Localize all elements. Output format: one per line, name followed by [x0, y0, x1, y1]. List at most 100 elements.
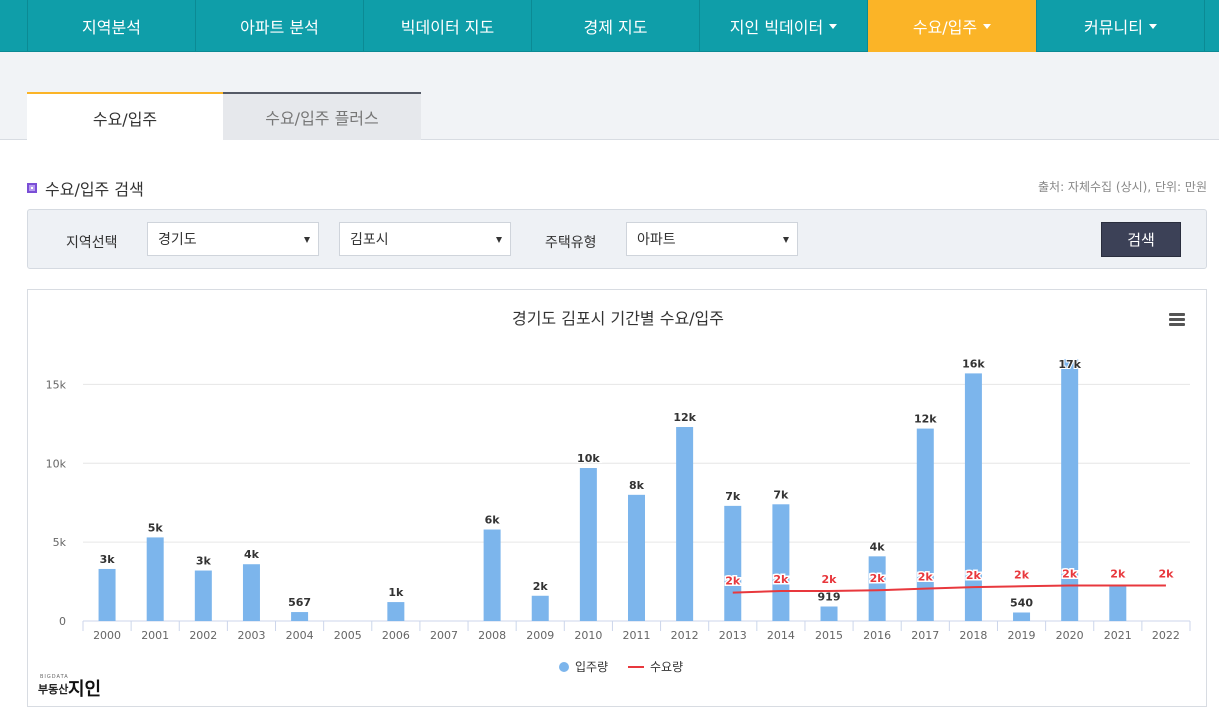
logo-main-text: 부동산: [38, 683, 69, 696]
x-tick-label: 2001: [141, 629, 169, 642]
nav-item-apartment-analysis[interactable]: 아파트 분석: [196, 0, 364, 52]
chart-title: 경기도 김포시 기간별 수요/입주: [511, 309, 724, 328]
line-data-label: 2k: [918, 571, 934, 584]
tab-demand-supply-plus[interactable]: 수요/입주 플러스: [223, 92, 421, 140]
city-select[interactable]: 김포시: [339, 222, 511, 256]
x-tick-label: 2010: [574, 629, 602, 642]
nav-item-demand-supply[interactable]: 수요/입주: [868, 0, 1037, 52]
nav-item-bigdata-map[interactable]: 빅데이터 지도: [364, 0, 532, 52]
line-data-label: 2k: [1014, 568, 1030, 581]
bar: [579, 468, 597, 621]
bar-data-label: 12k: [914, 413, 937, 426]
bar-data-label: 3k: [196, 555, 212, 568]
bar-data-label: 5k: [148, 521, 164, 534]
bar-data-label: 6k: [485, 514, 501, 527]
x-tick-label: 2000: [93, 629, 121, 642]
x-tick-label: 2005: [334, 629, 362, 642]
x-tick-label: 2011: [623, 629, 651, 642]
bar: [916, 428, 934, 621]
x-tick-label: 2015: [815, 629, 843, 642]
x-tick-label: 2004: [286, 629, 314, 642]
city-value: 김포시: [350, 232, 389, 248]
bar-data-label: 540: [1010, 596, 1033, 609]
nav-label: 수요/입주: [912, 18, 978, 37]
source-note: 출처: 자체수집 (상시), 단위: 만원: [1037, 180, 1207, 194]
bar-data-label: 3k: [100, 553, 116, 566]
nav-item-community[interactable]: 커뮤니티: [1037, 0, 1205, 52]
bar-data-label: 16k: [962, 357, 985, 370]
bar: [98, 568, 116, 621]
bar: [291, 612, 309, 621]
x-tick-label: 2007: [430, 629, 458, 642]
bar-data-label: 8k: [629, 479, 645, 492]
line-data-label: 2k: [725, 575, 741, 588]
top-nav: 지역분석 아파트 분석 빅데이터 지도 경제 지도 지인 빅데이터 수요/입주 …: [0, 0, 1219, 52]
nav-label: 아파트 분석: [240, 18, 319, 37]
hamburger-menu-icon[interactable]: [1169, 313, 1185, 327]
chart-panel: 경기도 김포시 기간별 수요/입주 0 5k 10k 15k 2000 2001 2002 2…: [27, 289, 1207, 707]
logo-big-text: 지인: [68, 679, 102, 700]
x-tick-label: 2017: [911, 629, 939, 642]
bar: [964, 373, 982, 621]
nav-label: 지역분석: [82, 18, 141, 37]
bar: [1109, 584, 1127, 621]
x-tick-label: 2008: [478, 629, 506, 642]
x-tick-label: 2003: [237, 629, 265, 642]
bar-data-label: 7k: [725, 490, 741, 503]
bullet-square-icon: [27, 183, 37, 193]
x-tick-label: 2009: [526, 629, 554, 642]
nav-label: 커뮤니티: [1084, 18, 1143, 37]
bar: [1013, 612, 1031, 621]
bar: [772, 504, 790, 621]
line-data-label: 2k: [1110, 568, 1126, 581]
bar: [1061, 359, 1079, 621]
line-data-label: 2k: [870, 572, 886, 585]
chevron-down-icon: [1148, 23, 1157, 29]
bar: [676, 427, 694, 621]
legend-bar-label: 입주량: [575, 660, 608, 674]
line-data-label: 2k: [966, 569, 982, 582]
province-select[interactable]: 경기도: [147, 222, 319, 256]
bar: [868, 556, 886, 621]
bar: [387, 602, 405, 621]
legend-line-label: 수요량: [650, 660, 683, 674]
bar: [242, 564, 260, 621]
logo-small-text: BIGDATA: [40, 674, 69, 680]
bar: [483, 529, 501, 621]
x-tick-label: 2019: [1008, 629, 1036, 642]
housing-type-label: 주택유형: [545, 235, 597, 251]
nav-right-spacer: [1205, 0, 1219, 52]
dropdown-arrow-icon: [496, 237, 502, 243]
dropdown-arrow-icon: [304, 237, 310, 243]
legend-bar-marker: [559, 662, 569, 672]
nav-item-economy-map[interactable]: 경제 지도: [532, 0, 700, 52]
bar-data-label: 4k: [870, 540, 886, 553]
x-tick-label: 2014: [767, 629, 795, 642]
bar: [628, 494, 645, 621]
x-tick-label: 2020: [1056, 629, 1084, 642]
bar-data-label: 1k: [388, 586, 404, 599]
search-panel: 지역선택 경기도 김포시 주택유형 아파트 검색: [27, 209, 1207, 269]
housing-type-select[interactable]: 아파트: [626, 222, 798, 256]
bar-data-label: 17k: [1058, 358, 1081, 371]
y-tick-label: 10k: [46, 457, 67, 470]
bar: [531, 595, 549, 621]
x-tick-label: 2002: [189, 629, 217, 642]
nav-item-jiin-bigdata[interactable]: 지인 빅데이터: [700, 0, 868, 52]
chevron-down-icon: [983, 23, 992, 29]
y-tick-label: 0: [59, 615, 66, 628]
nav-item-region-analysis[interactable]: 지역분석: [28, 0, 196, 52]
line-data-label: 2k: [1062, 568, 1078, 581]
x-tick-label: 2021: [1104, 629, 1132, 642]
line-data-label: 2k: [822, 573, 838, 586]
bar: [820, 606, 838, 621]
x-tick-label: 2016: [863, 629, 891, 642]
x-tick-label: 2018: [959, 629, 987, 642]
bar: [194, 570, 212, 621]
nav-label: 지인 빅데이터: [729, 18, 824, 37]
tab-demand-supply[interactable]: 수요/입주: [27, 92, 223, 141]
search-button[interactable]: 검색: [1101, 222, 1181, 257]
y-tick-label: 5k: [53, 536, 67, 549]
tab-band: 수요/입주 수요/입주 플러스: [0, 52, 1219, 141]
chart-canvas: 0 5k 10k 15k 2000 2001 2002 2003 2004 2005 2006 200…: [46, 356, 1191, 674]
